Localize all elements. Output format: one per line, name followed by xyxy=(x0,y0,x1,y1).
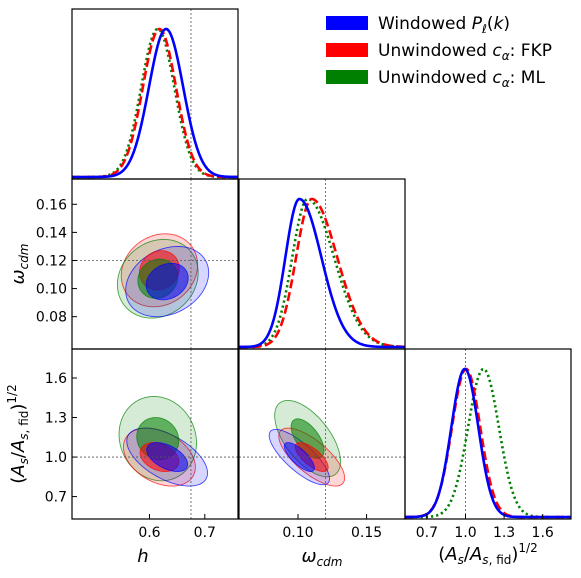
y-tick-label: 1.3 xyxy=(45,411,67,427)
x-axis-label-as-ratio: (As/As, fid)1/2 xyxy=(438,541,537,567)
x-tick-label: 0.7 xyxy=(194,525,216,541)
y-tick-label: 1.6 xyxy=(45,371,67,387)
y-tick-label: 0.14 xyxy=(36,225,67,241)
y-axis-label-as-ratio: (As/As, fid)1/2 xyxy=(5,384,31,483)
marginal-curve-omega_cdm xyxy=(239,197,405,349)
x-axis-label-h: h xyxy=(137,546,148,567)
x-tick-label: 1.0 xyxy=(454,525,476,541)
x-tick-label: 0.10 xyxy=(282,525,313,541)
marginal-curve-As_ratio xyxy=(405,367,571,519)
x-tick-label: 0.7 xyxy=(416,525,438,541)
contour-panel-omega_cdm_As_ratio xyxy=(239,349,405,519)
x-tick-label: 1.6 xyxy=(532,525,554,541)
marginal-panel-h xyxy=(72,9,238,179)
y-tick-label: 0.16 xyxy=(36,197,67,213)
contour-panel-h_omega_cdm xyxy=(72,179,238,349)
y-axis-label-omega-cdm: ωcdm xyxy=(8,244,31,285)
legend-entry-label: Unwindowed cα: ML xyxy=(378,68,545,90)
marginal-curve-As_ratio xyxy=(405,367,571,519)
legend-swatch xyxy=(326,70,368,84)
x-tick-label: 0.15 xyxy=(351,525,382,541)
legend-entry-label: Windowed Pℓ(k) xyxy=(378,14,510,36)
marginal-curve-omega_cdm xyxy=(239,197,405,349)
marginal-panel-omega_cdm xyxy=(239,179,405,349)
x-tick-label: 0.6 xyxy=(138,525,160,541)
y-tick-label: 0.10 xyxy=(36,282,67,298)
panel-frame-2-0 xyxy=(71,348,239,520)
contour-inner xyxy=(145,262,189,301)
marginal-panel-As_ratio xyxy=(405,349,571,519)
y-tick-label: 0.08 xyxy=(36,310,67,326)
legend-swatch xyxy=(326,43,368,57)
marginal-curve-As_ratio xyxy=(405,367,571,519)
y-tick-label: 1.0 xyxy=(45,450,67,466)
y-tick-label: 0.7 xyxy=(45,490,67,506)
x-axis-label-omega-cdm: ωcdm xyxy=(302,546,343,569)
marginal-curve-h xyxy=(72,27,238,179)
y-tick-label: 0.12 xyxy=(36,253,67,269)
legend-swatch xyxy=(326,16,368,30)
legend-entry-label: Unwindowed cα: FKP xyxy=(378,41,552,63)
contour-inner xyxy=(146,442,189,473)
marginal-curve-omega_cdm xyxy=(239,197,405,349)
panel-frame-2-2 xyxy=(404,348,572,520)
x-tick-label: 1.3 xyxy=(493,525,515,541)
contour-panel-h_As_ratio xyxy=(72,349,238,519)
